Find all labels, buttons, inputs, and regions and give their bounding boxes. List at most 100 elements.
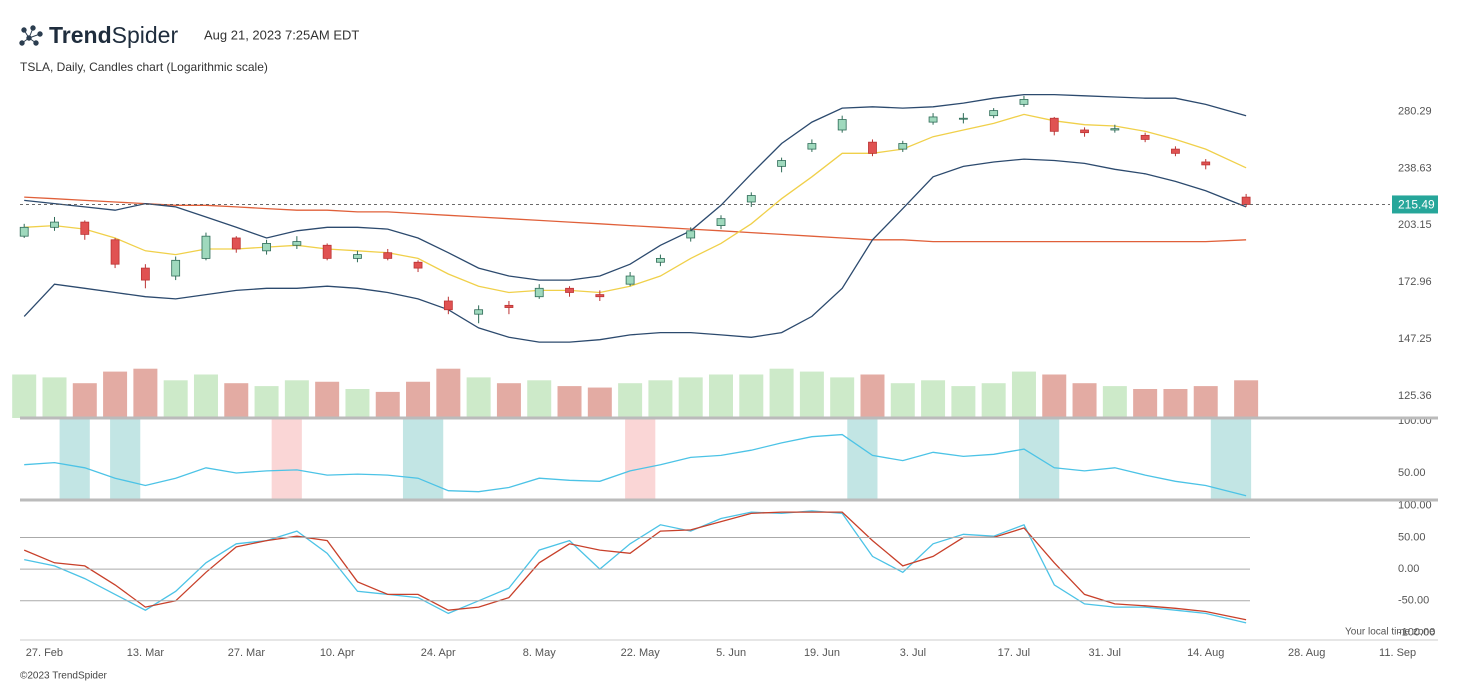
volume-bar <box>981 383 1006 418</box>
volume-bar <box>224 383 249 418</box>
candle-body <box>353 254 362 259</box>
candle-body <box>625 275 635 285</box>
volume-bar <box>1234 380 1259 418</box>
candle-body <box>1201 161 1211 166</box>
volume-bar <box>1163 389 1188 418</box>
timezone-note: Your local time zone <box>1345 627 1435 638</box>
x-tick-label: 27. Mar <box>228 647 266 659</box>
volume-bar <box>557 386 582 418</box>
volume-bar <box>284 380 309 418</box>
x-tick-label: 10. Apr <box>320 647 355 659</box>
candle-body <box>746 195 756 203</box>
timestamp: Aug 21, 2023 7:25AM EDT <box>204 27 359 42</box>
y-tick-label: 203.15 <box>1398 219 1432 231</box>
signal-highlight <box>110 418 141 500</box>
x-tick-label: 27. Feb <box>26 647 63 659</box>
candle-body <box>80 221 90 235</box>
volume-bar <box>1133 389 1158 418</box>
candle-body <box>686 230 696 239</box>
volume-bar <box>193 374 218 418</box>
candle-body <box>565 287 574 293</box>
candle-body <box>171 259 181 277</box>
signal-highlight <box>402 418 444 500</box>
candle-body <box>898 143 908 150</box>
indicator-line <box>24 93 1247 281</box>
x-tick-label: 19. Jun <box>804 647 840 659</box>
y-tick-label: 0.00 <box>1398 563 1419 575</box>
candle-body <box>1241 196 1251 205</box>
candle-body <box>504 304 514 308</box>
candle-body <box>413 261 423 269</box>
candle-body <box>656 257 665 263</box>
volume-bar <box>527 380 552 418</box>
volume-bar <box>103 371 128 418</box>
volume-bar <box>1011 371 1036 418</box>
candle-body <box>19 226 29 237</box>
x-tick-label: 31. Jul <box>1089 647 1121 659</box>
candle-body <box>534 287 544 298</box>
volume-bar <box>406 381 431 418</box>
candle-body <box>777 160 786 167</box>
volume-bar <box>951 386 976 418</box>
x-tick-label: 28. Aug <box>1288 647 1325 659</box>
candle-body <box>443 300 453 311</box>
y-tick-label: 238.63 <box>1398 162 1432 174</box>
copyright: ©2023 TrendSpider <box>20 671 108 682</box>
plot-layer <box>12 93 1259 624</box>
candle-body <box>958 117 968 120</box>
brand-rest: Spider <box>112 22 179 48</box>
candle-body <box>383 252 393 259</box>
x-tick-label: 3. Jul <box>900 647 926 659</box>
candle-body <box>1049 117 1059 132</box>
volume-bar <box>345 389 370 418</box>
candle-body <box>595 294 605 298</box>
volume-bar <box>678 377 703 418</box>
signal-highlight <box>1210 418 1252 500</box>
indicator-line <box>24 196 1247 243</box>
volume-bar <box>860 374 885 418</box>
volume-bar <box>436 368 461 418</box>
last-price-label: 215.49 <box>1398 198 1435 212</box>
volume-bar <box>496 383 521 418</box>
brand: TrendSpider <box>49 22 178 48</box>
x-tick-label: 8. May <box>523 647 557 659</box>
candle-body <box>474 309 484 315</box>
x-tick-label: 17. Jul <box>998 647 1030 659</box>
volume-bar <box>921 380 946 418</box>
volume-bar <box>72 383 97 418</box>
volume-bar <box>587 387 612 418</box>
x-tick-label: 11. Sep <box>1379 647 1416 659</box>
brand-bold: Trend <box>49 22 112 48</box>
volume-bar <box>466 377 491 418</box>
candle-body <box>1140 134 1150 140</box>
volume-bar <box>42 377 67 418</box>
volume-bar <box>254 386 279 418</box>
volume-bar <box>799 371 824 418</box>
candle-body <box>989 110 999 117</box>
indicator-line <box>23 158 1247 343</box>
x-tick-label: 22. May <box>621 647 661 659</box>
volume-bar <box>315 381 340 418</box>
volume-bar <box>1042 374 1067 418</box>
candle-body <box>262 243 271 252</box>
volume-bar <box>1193 386 1218 418</box>
candle-body <box>807 143 817 150</box>
volume-bar <box>163 380 188 418</box>
signal-highlight <box>59 418 90 500</box>
y-tick-label: 147.25 <box>1398 333 1432 345</box>
candle-body <box>1171 148 1180 154</box>
y-tick-label: -100.00 <box>1398 626 1435 638</box>
volume-bar <box>709 374 733 418</box>
candle-body <box>201 235 211 259</box>
candle-body <box>1019 99 1029 105</box>
signal-highlight <box>847 418 878 500</box>
y-tick-label: 100.00 <box>1398 500 1432 512</box>
volume-bar <box>890 383 915 418</box>
volume-bar <box>769 368 794 418</box>
y-tick-label: 172.96 <box>1398 276 1432 288</box>
y-tick-label: 50.00 <box>1398 531 1426 543</box>
candle-body <box>716 218 726 226</box>
volume-bar <box>133 368 158 418</box>
volume-bar <box>648 380 673 418</box>
